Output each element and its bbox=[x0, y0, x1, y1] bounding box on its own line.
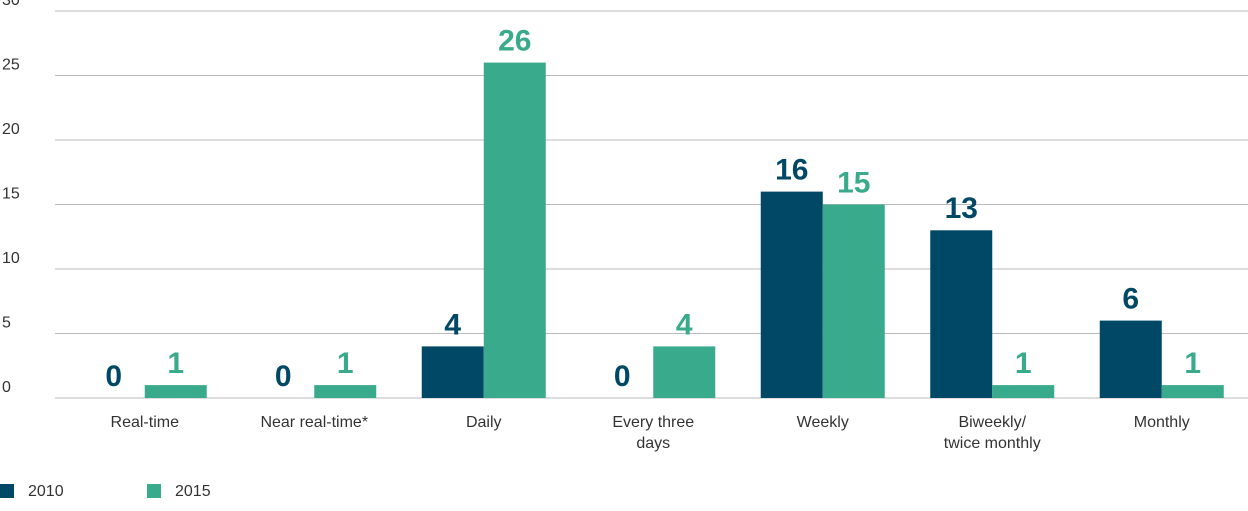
x-tick-label: Real-time bbox=[110, 414, 179, 431]
bar bbox=[992, 385, 1055, 398]
value-label: 15 bbox=[837, 166, 870, 199]
x-tick-label: Biweekly/ twice monthly bbox=[943, 414, 1041, 452]
value-label: 1 bbox=[337, 347, 354, 380]
value-label: 0 bbox=[275, 360, 292, 393]
bar bbox=[760, 191, 823, 398]
value-label: 0 bbox=[105, 360, 122, 393]
bar bbox=[144, 385, 207, 398]
y-tick-label: 25 bbox=[2, 57, 20, 74]
value-label: 1 bbox=[167, 347, 184, 380]
y-tick-label: 5 bbox=[2, 315, 11, 332]
x-tick-label: Near real-time* bbox=[260, 414, 369, 431]
y-tick-label: 15 bbox=[2, 186, 20, 203]
value-label: 6 bbox=[1122, 283, 1139, 316]
value-label: 4 bbox=[676, 308, 693, 341]
x-tick-label: Every three days bbox=[612, 414, 695, 452]
value-label: 0 bbox=[614, 360, 631, 393]
bar bbox=[483, 62, 546, 398]
y-tick-label: 30 bbox=[2, 0, 20, 9]
y-tick-label: 10 bbox=[2, 250, 20, 267]
y-tick-label: 0 bbox=[2, 379, 11, 396]
bar bbox=[314, 385, 377, 398]
bar bbox=[421, 346, 484, 398]
value-label: 13 bbox=[945, 192, 978, 225]
value-label: 4 bbox=[444, 308, 461, 341]
bar bbox=[1099, 320, 1162, 398]
x-tick-label: Weekly bbox=[796, 414, 849, 431]
value-label: 1 bbox=[1184, 347, 1201, 380]
x-tick-label: Monthly bbox=[1133, 414, 1190, 431]
value-label: 1 bbox=[1015, 347, 1032, 380]
bar bbox=[930, 230, 993, 398]
x-tick-label: Daily bbox=[465, 414, 502, 431]
legend-swatch bbox=[0, 484, 14, 498]
y-tick-label: 20 bbox=[2, 121, 20, 138]
bar bbox=[653, 346, 716, 398]
legend-label: 2015 bbox=[175, 483, 211, 500]
value-label: 16 bbox=[775, 154, 808, 187]
legend-label: 2010 bbox=[28, 483, 64, 500]
value-label: 26 bbox=[498, 25, 531, 58]
legend-swatch bbox=[147, 484, 161, 498]
bar bbox=[822, 204, 885, 398]
bar bbox=[1161, 385, 1224, 398]
